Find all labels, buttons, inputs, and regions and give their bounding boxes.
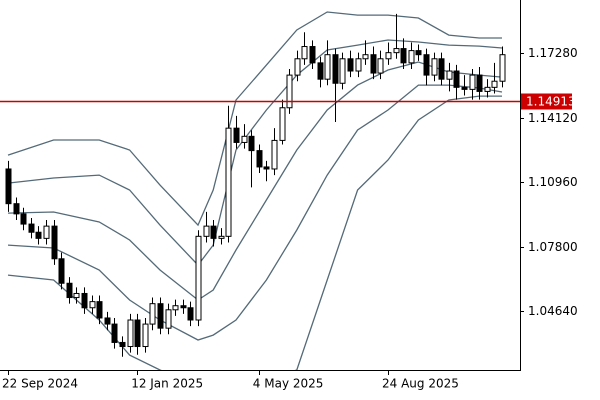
candle-body xyxy=(203,225,210,237)
candle-body xyxy=(408,50,415,64)
candle-body xyxy=(271,139,278,170)
candle-body xyxy=(195,235,202,321)
candle-body xyxy=(279,107,286,141)
candle-body xyxy=(111,323,118,343)
candle-body xyxy=(127,319,134,348)
candle-body xyxy=(453,70,460,88)
candle-body xyxy=(35,231,42,239)
candle-body xyxy=(393,48,400,54)
candle-body xyxy=(20,213,27,225)
candle-body xyxy=(499,54,506,82)
y-tick-label: 1.04640 xyxy=(528,304,578,318)
candle-body xyxy=(294,58,301,76)
candle-body xyxy=(438,58,445,80)
candle-body xyxy=(73,292,80,299)
x-tick-label: 4 May 2025 xyxy=(253,377,324,391)
candle-body xyxy=(256,150,263,168)
candle-body xyxy=(5,168,12,205)
plot-area xyxy=(0,11,520,370)
candle-body xyxy=(385,52,392,60)
candle-body xyxy=(301,46,308,60)
current-price-box xyxy=(521,93,572,110)
candle-body xyxy=(324,54,331,80)
candle-body xyxy=(400,48,407,64)
candle-body xyxy=(431,58,438,76)
candle-body xyxy=(180,305,187,309)
candle-body xyxy=(233,127,240,143)
candle-body xyxy=(58,258,65,284)
bollinger-band xyxy=(7,84,503,341)
candle-body xyxy=(218,235,225,239)
candle-body xyxy=(225,127,232,237)
candle-body xyxy=(241,135,248,143)
candle-body xyxy=(104,317,111,325)
candle-body xyxy=(446,70,453,80)
candle-body xyxy=(317,62,324,80)
candle-body xyxy=(377,58,384,74)
axes: 1.04640 1.07800 1.10960 1.14120 1.17280 22 Se… xyxy=(2,46,578,391)
candle-body xyxy=(415,50,422,56)
candle-body xyxy=(165,309,172,329)
candle-body xyxy=(263,166,270,170)
candle-body xyxy=(476,74,483,92)
bollinger-band xyxy=(7,11,502,227)
candle-body xyxy=(248,135,255,152)
y-tick-label: 1.07800 xyxy=(528,240,578,254)
candle-body xyxy=(347,58,354,72)
x-tick-label: 24 Aug 2025 xyxy=(382,377,459,391)
candle-body xyxy=(28,223,35,233)
candle-body xyxy=(66,282,73,299)
y-tick-label: 1.10960 xyxy=(528,175,578,189)
candle-body xyxy=(157,303,164,329)
bollinger-band xyxy=(7,95,502,370)
candle-body xyxy=(362,54,369,60)
candle-body xyxy=(461,86,468,90)
candle-body xyxy=(491,80,498,88)
candle-body xyxy=(13,203,20,215)
x-tick-label: 22 Sep 2024 xyxy=(2,377,78,391)
candle-body xyxy=(142,323,149,348)
current-price-label: 1.14913 xyxy=(526,95,576,109)
candle-body xyxy=(149,303,156,325)
x-tick-label: 12 Jan 2025 xyxy=(131,377,203,391)
candle-body xyxy=(210,225,217,239)
candle-body xyxy=(81,292,88,309)
y-tick-label: 1.17280 xyxy=(528,46,578,60)
candle-body xyxy=(309,46,316,64)
candle-body xyxy=(286,74,293,109)
candle-body xyxy=(469,74,476,90)
candle-body xyxy=(187,307,194,321)
candle-body xyxy=(355,58,362,72)
bollinger-band xyxy=(7,39,503,267)
candle-body xyxy=(370,54,377,74)
candle-body xyxy=(43,225,50,239)
candle-body xyxy=(423,54,430,76)
candle-body xyxy=(134,319,141,348)
candle-body xyxy=(119,341,126,348)
candle-body xyxy=(96,301,103,319)
candle-body xyxy=(332,54,339,84)
candle-body xyxy=(51,225,58,260)
candle-body xyxy=(339,58,346,84)
candle-body xyxy=(484,86,491,92)
y-tick-label: 1.14120 xyxy=(528,111,578,125)
candle-body xyxy=(172,305,179,311)
candle-body xyxy=(89,301,96,309)
